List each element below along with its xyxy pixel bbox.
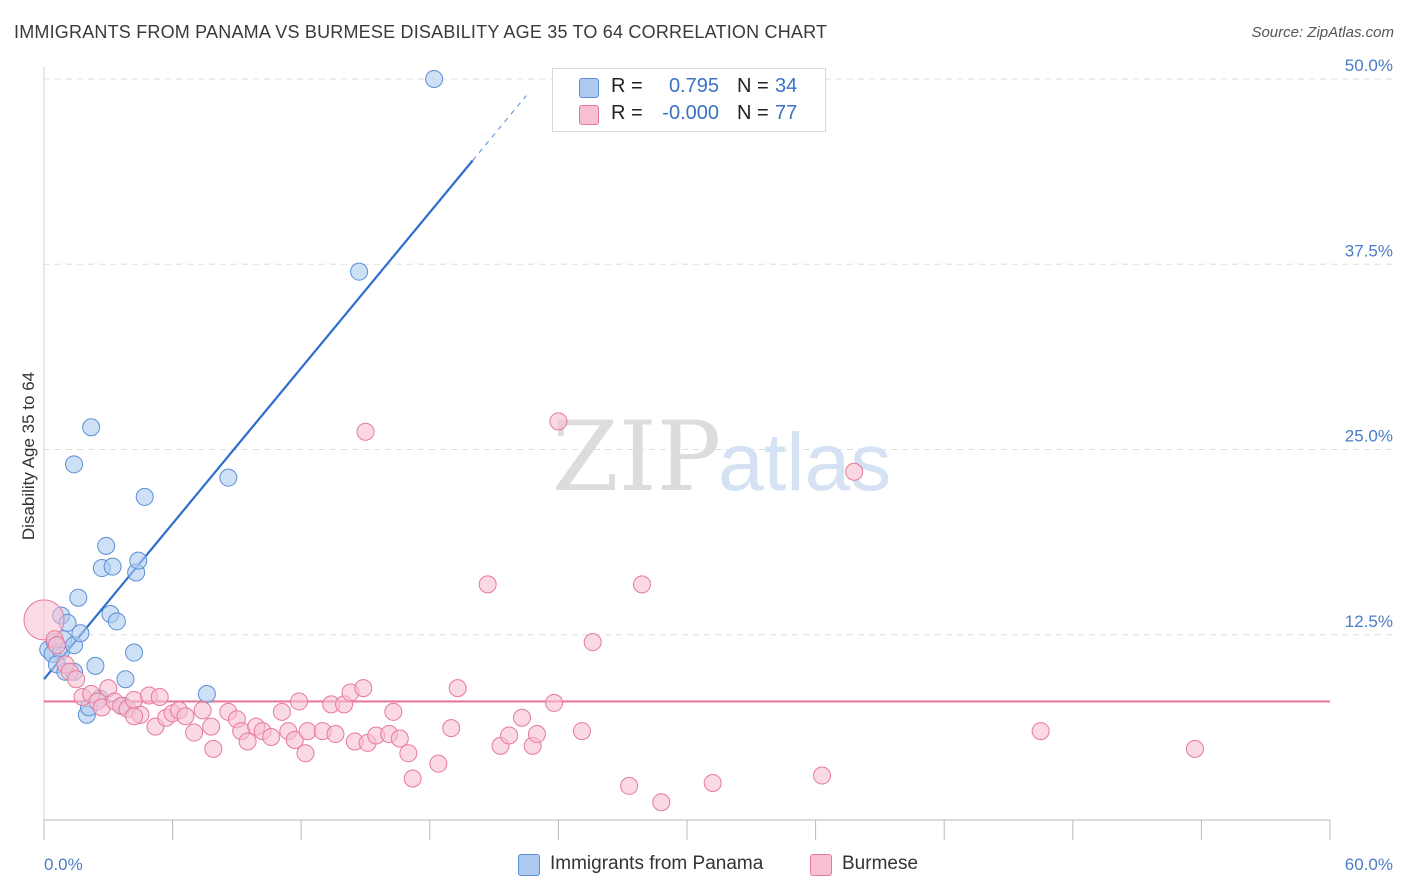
point-burmese: [354, 679, 373, 698]
point-burmese: [549, 412, 568, 431]
point-panama: [82, 418, 101, 437]
y-axis-label: Disability Age 35 to 64: [19, 372, 38, 540]
point-burmese: [583, 633, 602, 652]
point-burmese: [478, 575, 497, 594]
point-burmese: [262, 728, 281, 747]
point-panama: [65, 455, 84, 474]
point-panama: [219, 468, 238, 487]
trend-lines: [43, 95, 1330, 703]
y-tick-label: 37.5%: [1345, 241, 1393, 260]
y-tick-label: 50.0%: [1345, 56, 1393, 75]
point-burmese: [572, 722, 591, 741]
series-legend: Immigrants from Panama Burmese: [0, 852, 1406, 878]
legend-swatch-burmese: [810, 854, 832, 876]
legend-label-burmese: Burmese: [842, 853, 919, 874]
point-burmese: [125, 707, 144, 726]
point-burmese: [296, 744, 315, 763]
x-tick-label: 0.0%: [44, 855, 83, 874]
point-burmese: [429, 754, 448, 773]
point-panama: [107, 612, 126, 631]
point-burmese: [545, 693, 564, 712]
point-panama: [103, 557, 122, 576]
point-burmese: [238, 732, 257, 751]
point-burmese: [620, 776, 639, 795]
point-burmese: [204, 739, 223, 758]
point-burmese: [448, 679, 467, 698]
legend-n-label: N =: [737, 102, 769, 124]
point-panama: [425, 70, 444, 88]
point-burmese: [202, 717, 221, 736]
point-burmese: [512, 708, 531, 727]
point-panama: [116, 670, 135, 689]
point-burmese: [703, 773, 722, 792]
point-burmese: [356, 422, 375, 441]
point-panama: [197, 685, 216, 704]
axes: [43, 67, 1331, 840]
watermark-atlas: atlas: [718, 417, 891, 508]
x-tick-label: 60.0%: [1345, 855, 1393, 874]
point-burmese: [1031, 722, 1050, 741]
legend-n-value: 34: [775, 75, 798, 97]
point-burmese: [442, 719, 461, 738]
trend-line-panama-extension: [472, 95, 527, 161]
point-panama: [97, 536, 116, 555]
point-burmese: [290, 692, 309, 711]
chart-title: IMMIGRANTS FROM PANAMA VS BURMESE DISABI…: [14, 22, 828, 42]
legend-r-label: R =: [611, 102, 643, 124]
watermark-zip: ZIP: [552, 401, 721, 513]
point-panama: [135, 487, 154, 506]
grid-lines: [44, 78, 1392, 636]
y-tick-label: 25.0%: [1345, 427, 1393, 446]
legend-swatch-panama: [518, 854, 540, 876]
legend-row-panama: R = 0.795 N = 34: [553, 73, 825, 100]
correlation-legend: R = 0.795 N = 34 R = -0.000 N = 77: [552, 68, 826, 132]
point-burmese: [285, 730, 304, 749]
watermark: ZIP atlas: [552, 401, 891, 513]
point-burmese: [47, 636, 66, 655]
point-burmese: [845, 462, 864, 481]
legend-label-panama: Immigrants from Panama: [550, 853, 764, 874]
legend-row-burmese: R = -0.000 N = 77: [553, 100, 825, 127]
point-burmese: [652, 793, 671, 812]
point-burmese: [1185, 739, 1204, 758]
tick-labels: 12.5% 25.0% 37.5% 50.0% 0.0% 60.0%: [44, 56, 1393, 874]
legend-r-value: -0.000: [662, 102, 719, 124]
point-panama: [69, 588, 88, 607]
legend-swatch-panama: [579, 78, 599, 98]
y-tick-label: 12.5%: [1345, 612, 1393, 631]
point-burmese: [500, 726, 519, 745]
point-burmese: [23, 599, 65, 641]
point-burmese: [150, 687, 169, 706]
data-points: [23, 70, 1204, 812]
legend-r-label: R =: [611, 75, 643, 97]
point-panama: [350, 262, 369, 281]
point-burmese: [185, 723, 204, 742]
legend-n-label: N =: [737, 75, 769, 97]
point-burmese: [632, 575, 651, 594]
point-burmese: [403, 769, 422, 788]
point-burmese: [193, 701, 212, 720]
point-burmese: [67, 670, 86, 689]
source-label: Source: ZipAtlas.com: [1251, 24, 1394, 41]
point-panama: [86, 656, 105, 675]
point-panama: [125, 643, 144, 662]
trend-line-panama: [43, 159, 474, 680]
point-burmese: [390, 729, 409, 748]
point-burmese: [384, 702, 403, 721]
point-panama: [129, 551, 148, 570]
point-burmese: [326, 725, 345, 744]
point-burmese: [298, 722, 317, 741]
point-burmese: [272, 702, 291, 721]
point-burmese: [813, 766, 832, 785]
point-burmese: [527, 725, 546, 744]
point-panama: [71, 624, 90, 643]
point-burmese: [399, 744, 418, 763]
point-burmese: [176, 707, 195, 726]
legend-swatch-burmese: [579, 105, 599, 125]
legend-r-value: 0.795: [668, 75, 719, 97]
legend-n-value: 77: [775, 102, 798, 124]
